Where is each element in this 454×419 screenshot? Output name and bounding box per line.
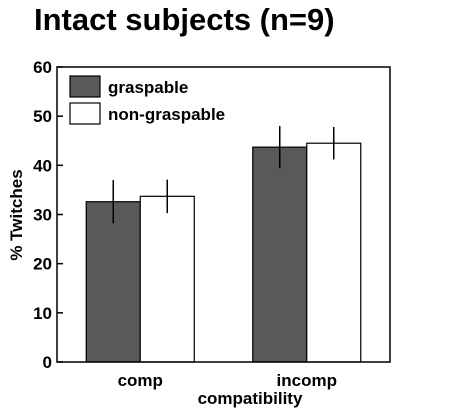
y-tick-label: 30 — [33, 206, 52, 225]
legend-label: graspable — [108, 78, 188, 97]
y-tick-label: 40 — [33, 156, 52, 175]
bars-layer — [85, 126, 362, 363]
bar — [85, 201, 141, 363]
y-tick-label: 10 — [33, 304, 52, 323]
x-axis-title: compatibility — [198, 389, 303, 408]
legend-swatch — [69, 102, 101, 125]
bar — [306, 142, 362, 363]
x-tick-label: comp — [118, 371, 163, 390]
bar — [252, 146, 308, 363]
y-axis-title: % Twitches — [7, 169, 26, 260]
legend-swatch — [69, 75, 101, 98]
chart-title: Intact subjects (n=9) — [34, 2, 335, 37]
y-tick-label: 50 — [33, 107, 52, 126]
axes-layer: 0 10 20 30 40 50 60 comp incomp — [33, 58, 337, 390]
legend-label: non-graspable — [108, 105, 225, 124]
bar — [139, 195, 195, 363]
legend: graspable non-graspable — [69, 75, 225, 125]
y-tick-label: 20 — [33, 255, 52, 274]
plot-frame — [56, 66, 391, 363]
y-tick-label: 0 — [43, 353, 52, 372]
y-tick-label: 60 — [33, 58, 52, 77]
x-tick-label: incomp — [277, 371, 337, 390]
frame-layer — [56, 66, 391, 363]
